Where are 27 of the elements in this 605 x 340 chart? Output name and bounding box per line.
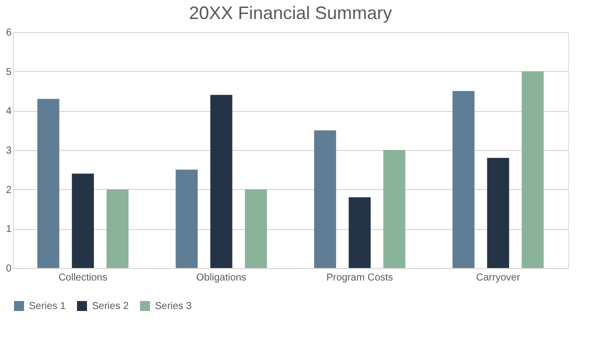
bar	[314, 130, 336, 268]
bar	[37, 98, 60, 268]
bar	[487, 158, 510, 268]
bar	[452, 91, 475, 268]
legend-label: Series 2	[92, 301, 130, 312]
x-tick-label: Carryover	[476, 272, 521, 284]
bar	[383, 150, 406, 268]
y-tick-label: 2	[6, 184, 12, 196]
y-tick-label: 6	[6, 28, 12, 38]
bar	[176, 170, 198, 268]
chart-title: 20XX Financial Summary	[188, 3, 392, 23]
y-tick-label: 0	[6, 264, 12, 274]
bar	[210, 94, 232, 268]
bar	[522, 71, 544, 268]
bar	[348, 197, 371, 268]
bar	[106, 189, 128, 268]
bar	[72, 174, 94, 268]
y-tick-label: 1	[6, 224, 12, 236]
bar	[244, 189, 267, 268]
legend-label: Series 3	[155, 301, 192, 312]
y-tick-label: 3	[6, 146, 12, 156]
x-tick-label: Obligations	[196, 272, 246, 284]
x-tick-label: Program Costs	[326, 272, 394, 284]
y-tick-label: 5	[6, 66, 12, 78]
y-tick-label: 4	[6, 106, 12, 118]
x-tick-label: Collections	[58, 272, 108, 284]
legend-label: Series 1	[29, 301, 66, 312]
